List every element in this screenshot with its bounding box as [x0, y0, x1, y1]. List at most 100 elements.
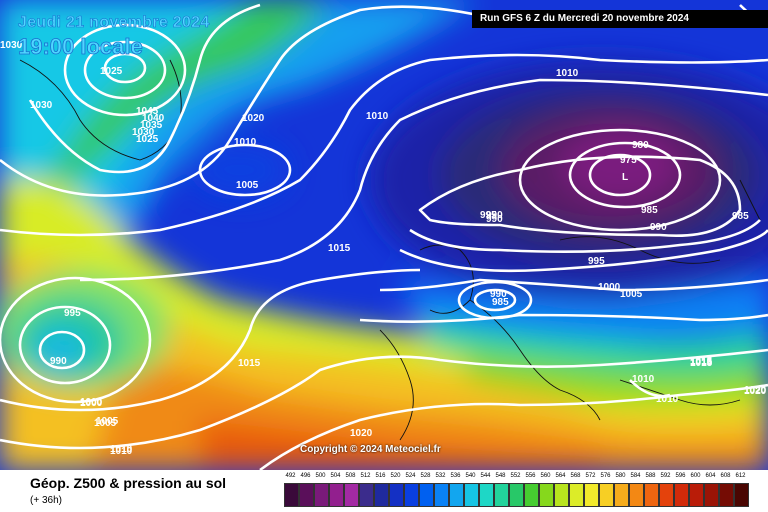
isobar-label: 1030 — [0, 40, 23, 51]
scale-swatch — [599, 483, 614, 507]
isobar-label: 1015 — [690, 358, 713, 369]
isobar-label: 995 — [64, 308, 81, 319]
isobar-label: 1015 — [238, 358, 261, 369]
scale-tick: 500 — [315, 473, 326, 479]
isobar-label: 1005 — [94, 418, 117, 429]
isobar-label: 975 — [620, 155, 637, 166]
copyright-text: Copyright © 2024 Meteociel.fr — [300, 444, 441, 455]
scale-tick: 592 — [660, 473, 671, 479]
scale-swatch — [344, 483, 359, 507]
isobar-label: 985 — [732, 211, 749, 222]
isobar-label: 1025 — [136, 134, 159, 145]
scale-swatch — [449, 483, 464, 507]
scale-tick: 540 — [465, 473, 476, 479]
forecast-offset: (+ 36h) — [30, 495, 62, 506]
legend-footer: Géop. Z500 & pression au sol (+ 36h) 492… — [0, 470, 768, 512]
isobar-label: 990 — [490, 289, 507, 300]
scale-tick: 492 — [285, 473, 296, 479]
isobar-label: 985 — [641, 205, 658, 216]
scale-tick: 596 — [675, 473, 686, 479]
isobar-label: 990 — [650, 222, 667, 233]
isobar-label: 1020 — [744, 385, 767, 396]
scale-tick: 508 — [345, 473, 356, 479]
scale-tick: 576 — [600, 473, 611, 479]
scale-tick: 588 — [645, 473, 656, 479]
scale-swatch — [329, 483, 344, 507]
scale-tick: 512 — [360, 473, 371, 479]
scale-tick: 564 — [555, 473, 566, 479]
isobar-label: 1015 — [328, 243, 351, 254]
scale-tick: 532 — [435, 473, 446, 479]
scale-swatch — [404, 483, 419, 507]
scale-tick: 496 — [300, 473, 311, 479]
scale-tick: 544 — [480, 473, 491, 479]
isobar-label: 1020 — [242, 113, 265, 124]
scale-swatch — [359, 483, 374, 507]
scale-tick: 536 — [450, 473, 461, 479]
isobar-label: 1010 — [632, 374, 655, 385]
isobar-label: 1020 — [350, 428, 373, 439]
isobar-label: 990 — [50, 356, 67, 367]
scale-swatch — [314, 483, 329, 507]
scale-swatch — [434, 483, 449, 507]
isobar-label: 1000 — [598, 282, 621, 293]
scale-swatch — [539, 483, 554, 507]
scale-swatch — [569, 483, 584, 507]
isobar-label: 1040 — [142, 113, 165, 124]
scale-swatch — [644, 483, 659, 507]
isobar-label: 1000 — [80, 397, 103, 408]
scale-swatch — [584, 483, 599, 507]
scale-tick: 560 — [540, 473, 551, 479]
isobar-label: 1010 — [656, 394, 679, 405]
scale-tick: 516 — [375, 473, 386, 479]
isobar-label: 995 — [588, 256, 605, 267]
weather-map: L 1030 1030 1025 1020 1010 1010 1015 1010 1005 10… — [0, 0, 768, 470]
isobar-label: 1030 — [30, 100, 53, 111]
scale-swatch — [734, 483, 749, 507]
scale-tick: 608 — [720, 473, 731, 479]
scale-tick: 504 — [330, 473, 341, 479]
isobar-label: 1010 — [234, 137, 257, 148]
scale-tick: 568 — [570, 473, 581, 479]
scale-swatch — [689, 483, 704, 507]
scale-swatch — [719, 483, 734, 507]
isobar-label: 1000 — [80, 398, 103, 409]
isobar-label: 1030 — [132, 127, 155, 138]
scale-tick: 604 — [705, 473, 716, 479]
scale-swatch — [509, 483, 524, 507]
isobar-label: 1010 — [366, 111, 389, 122]
isobar-label: 1005 — [236, 180, 259, 191]
run-info: Run GFS 6 Z du Mercredi 20 novembre 2024 — [472, 10, 768, 28]
map-title: Géop. Z500 & pression au sol — [30, 475, 227, 491]
scale-swatch — [704, 483, 719, 507]
scale-swatch — [659, 483, 674, 507]
scale-swatch — [479, 483, 494, 507]
isobar-label: 995 — [480, 210, 497, 221]
scale-swatch — [299, 483, 314, 507]
forecast-date: Jeudi 21 novembre 2024 — [18, 14, 210, 32]
scale-swatch — [284, 483, 299, 507]
scale-tick: 548 — [495, 473, 506, 479]
isobar-label: 1020 — [744, 386, 767, 397]
low-center-marker: L — [622, 172, 628, 183]
scale-tick: 552 — [510, 473, 521, 479]
scale-swatch — [494, 483, 509, 507]
scale-tick: 612 — [735, 473, 746, 479]
isobar-label: 985 — [492, 297, 509, 308]
isobar-label: 1015 — [690, 357, 713, 368]
isobar-label: 1035 — [140, 120, 163, 131]
scale-swatch — [464, 483, 479, 507]
scale-tick: 524 — [405, 473, 416, 479]
color-scale: 492 496 500 504 508 512 516 520 524 528 532 536 540 5… — [284, 473, 754, 509]
isobar-label: 1010 — [110, 446, 133, 457]
scale-swatch — [674, 483, 689, 507]
scale-tick: 520 — [390, 473, 401, 479]
scale-swatch — [389, 483, 404, 507]
scale-tick: 580 — [615, 473, 626, 479]
isobar-label: 1025 — [100, 66, 123, 77]
forecast-time: 19:00 locale — [18, 34, 144, 60]
scale-swatch — [374, 483, 389, 507]
scale-tick: 600 — [690, 473, 701, 479]
scale-swatch — [554, 483, 569, 507]
isobar-label: 990 — [486, 214, 503, 225]
